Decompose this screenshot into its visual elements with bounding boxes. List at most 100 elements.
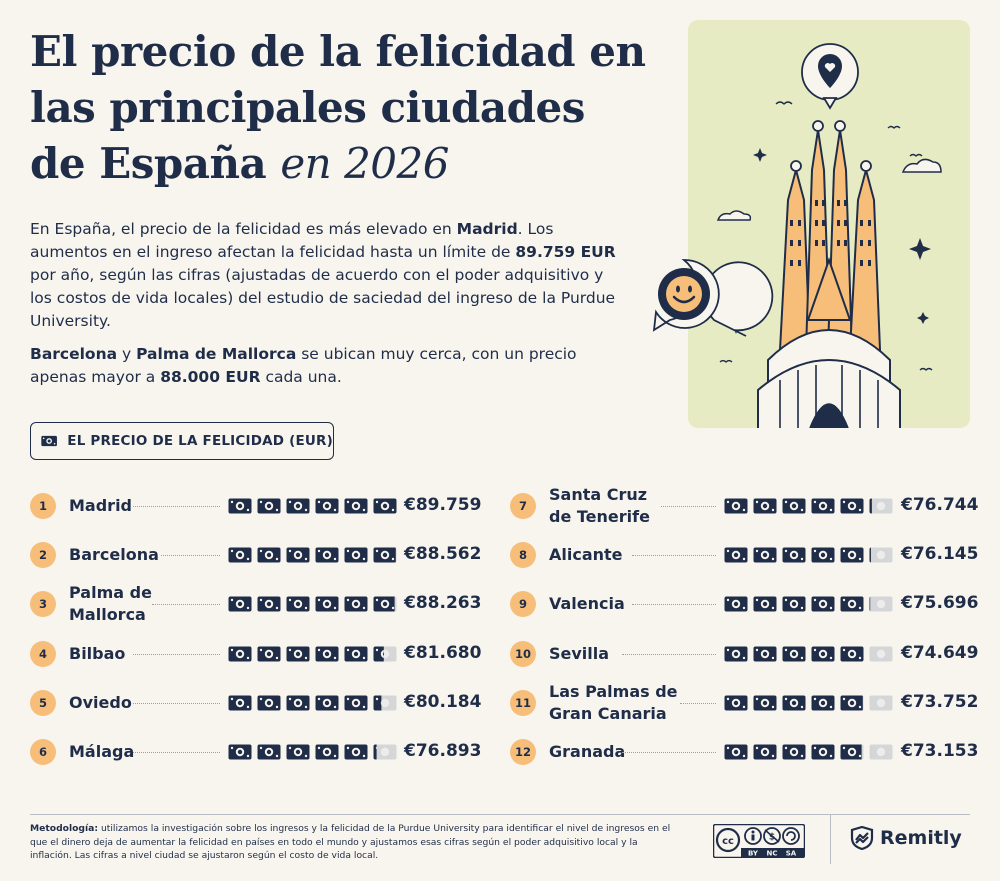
legend-label: EL PRECIO DE LA FELICIDAD (EUR) [67, 433, 333, 449]
banknote-icon [782, 596, 806, 612]
banknote-icon [869, 596, 893, 612]
banknote-icon [257, 498, 281, 514]
banknote-bar [228, 646, 397, 662]
banknote-bar [724, 498, 893, 514]
banknote-icon [257, 596, 281, 612]
banknote-icon [315, 695, 339, 711]
dotted-leader [132, 506, 220, 507]
svg-text:$: $ [769, 833, 775, 843]
table-row: 12 Granada [510, 732, 625, 772]
rank-badge: 1 [30, 493, 56, 519]
intro-paragraph-2: Barcelona y Palma de Mallorca se ubican … [30, 345, 577, 386]
creative-commons-icon: cc $ BY NC SA [713, 824, 805, 858]
remitly-shield-icon [850, 826, 874, 850]
banknote-icon [753, 744, 777, 760]
cc-nc-label: NC [767, 850, 778, 858]
city-name: Alicante [549, 545, 623, 565]
city-name: Madrid [69, 496, 132, 515]
banknote-icon [228, 646, 252, 662]
banknote-icon [840, 646, 864, 662]
banknote-icon [724, 547, 748, 563]
banknote-icon [228, 498, 252, 514]
city-name: Valencia [549, 594, 625, 614]
banknote-icon [344, 498, 368, 514]
price-value: €75.696 [901, 593, 979, 614]
banknote-icon [782, 498, 806, 514]
rank-badge: 8 [510, 542, 536, 569]
banknote-bar [724, 596, 893, 612]
dotted-leader [622, 653, 716, 655]
banknote-icon [315, 547, 339, 563]
banknote-icon [286, 744, 310, 760]
intro-paragraph-1: En España, el precio de la felicidad es … [30, 220, 616, 330]
highlight-88000: 88.000 EUR [160, 368, 261, 386]
banknote-icon [228, 744, 252, 760]
banknote-icon [344, 744, 368, 760]
dotted-leader [631, 555, 716, 557]
banknote-icon [753, 695, 777, 711]
title-line-2: las principales ciudades [30, 83, 585, 132]
cc-sa-label: SA [786, 850, 797, 858]
banknote-icon [315, 646, 339, 662]
city-name: Granada [549, 742, 626, 761]
table-row: 11 Las Palmas de Gran Canaria [510, 681, 678, 723]
city-name: Las Palmas de Gran Canaria [549, 681, 678, 723]
cathedral-icon [703, 43, 942, 428]
banknote-icon [315, 596, 339, 612]
banknote-bar [724, 547, 893, 563]
banknote-icon [840, 498, 864, 514]
banknote-icon [257, 646, 281, 662]
banknote-icon [257, 695, 281, 711]
banknote-icon [869, 695, 893, 711]
table-row: 7 Santa Cruz de Tenerife [510, 485, 650, 526]
banknote-icon [257, 744, 281, 760]
banknote-bar [228, 744, 397, 760]
title-year: en 2026 [280, 139, 449, 188]
banknote-icon [228, 547, 252, 563]
city-name: Santa Cruz de Tenerife [549, 485, 650, 526]
bird-icon [719, 101, 933, 371]
table-row: 6 Málaga [30, 732, 134, 772]
city-name: Oviedo [69, 692, 132, 712]
table-row: 5 Oviedo [30, 683, 132, 723]
banknote-bar [724, 744, 893, 760]
city-name: Bilbao [69, 643, 126, 663]
price-value: €88.263 [404, 593, 482, 614]
methodology-label: Metodología: [30, 823, 99, 834]
banknote-icon [286, 498, 310, 514]
price-value: €73.153 [901, 741, 979, 761]
banknote-icon [373, 695, 397, 711]
rank-badge: 10 [510, 640, 536, 667]
sagrada-familia-illustration [688, 20, 970, 428]
rank-badge: 5 [30, 689, 56, 716]
banknote-icon [724, 695, 748, 711]
title-line-3-main: de España [30, 139, 267, 188]
banknote-icon [811, 596, 835, 612]
banknote-icon [373, 547, 397, 563]
highlight-barcelona: Barcelona [30, 345, 118, 363]
table-row: 10 Sevilla [510, 634, 609, 674]
price-value: €76.145 [901, 544, 979, 565]
remitly-logo: Remitly [850, 826, 962, 850]
methodology-text: utilizamos la investigación sobre los in… [30, 823, 671, 861]
table-row: 2 Barcelona [30, 535, 159, 575]
banknote-bar [724, 695, 893, 711]
banknote-icon [315, 498, 339, 514]
banknote-icon [344, 547, 368, 563]
city-name: Barcelona [69, 545, 159, 565]
rank-badge: 6 [30, 739, 56, 765]
banknote-icon [315, 744, 339, 760]
banknote-icon [373, 498, 397, 514]
dotted-leader [151, 604, 220, 606]
rank-badge: 2 [30, 542, 56, 569]
banknote-icon [811, 498, 835, 514]
rank-badge: 11 [510, 689, 536, 716]
rank-badge: 3 [30, 591, 56, 618]
rank-badge: 4 [30, 640, 56, 667]
table-row: 1 Madrid [30, 486, 132, 526]
price-value: €76.744 [901, 495, 979, 515]
banknote-icon [753, 596, 777, 612]
banknote-icon [373, 646, 397, 662]
banknote-icon [724, 498, 748, 514]
price-value: €89.759 [404, 495, 482, 515]
